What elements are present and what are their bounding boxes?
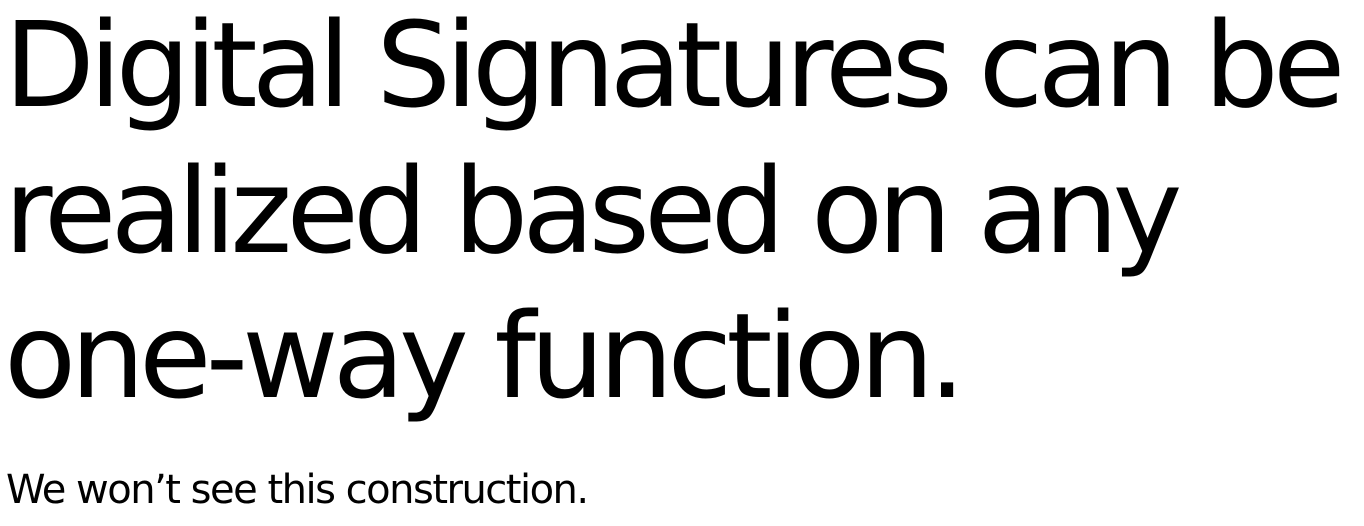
- slide-title-line-2: realized based on any: [4, 142, 1182, 280]
- slide-subtitle: We won’t see this construction.: [6, 467, 589, 513]
- slide-title-line-3: one-way function.: [4, 287, 966, 425]
- slide-title-line-1: Digital Signatures can be: [4, 0, 1345, 134]
